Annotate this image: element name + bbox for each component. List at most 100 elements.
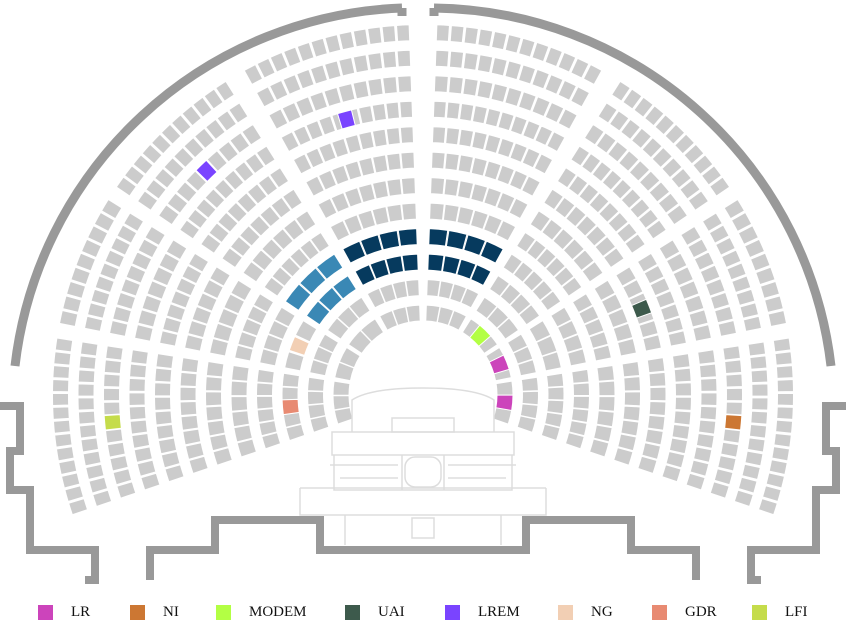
seat [183, 136, 205, 159]
seat [133, 446, 154, 463]
seat [765, 472, 786, 489]
seat [714, 236, 736, 256]
party-seats [103, 109, 743, 431]
seat [457, 154, 475, 174]
seat [285, 423, 306, 442]
seat [623, 376, 641, 392]
seat [136, 190, 159, 212]
seat [344, 134, 362, 154]
seat [145, 178, 167, 200]
seat [432, 100, 447, 119]
seat [655, 290, 676, 309]
seat [763, 295, 784, 313]
seat [233, 161, 255, 183]
seat [179, 371, 198, 388]
seat [100, 198, 123, 220]
seat [133, 324, 154, 342]
seat [186, 208, 209, 230]
seat [495, 191, 516, 214]
seat [659, 303, 681, 322]
seat [471, 105, 488, 125]
seat [679, 178, 701, 200]
seat [153, 167, 176, 189]
seat [230, 279, 253, 302]
seat [735, 288, 756, 306]
seat [651, 146, 673, 169]
seat [531, 96, 551, 118]
seat [644, 428, 664, 446]
seat [269, 51, 289, 73]
seat [495, 380, 514, 396]
seat-uai [630, 298, 653, 319]
seat [654, 114, 676, 136]
seat [352, 54, 370, 74]
seat [535, 335, 558, 357]
seat [273, 306, 296, 328]
seat [357, 183, 376, 204]
legend: LR NI MODEM UAI LREM NG GDR LFI [0, 598, 846, 626]
seat [317, 197, 338, 220]
seat [629, 198, 651, 219]
seat [164, 464, 185, 483]
seat [460, 287, 480, 309]
seat [116, 224, 138, 244]
seat [246, 183, 268, 205]
seat [658, 239, 681, 261]
seat [566, 348, 587, 367]
seat [292, 153, 313, 175]
seat [170, 114, 192, 136]
seat [343, 187, 363, 208]
seat [258, 420, 278, 437]
seat [192, 96, 213, 118]
seat [80, 238, 102, 259]
seat [709, 481, 730, 499]
seat [593, 279, 616, 302]
rem-seat [397, 228, 418, 247]
legend-swatch-uai [345, 604, 360, 620]
rem-seat [378, 229, 401, 251]
seat [678, 280, 700, 300]
seat [562, 238, 585, 261]
seat [484, 107, 502, 128]
seat [744, 238, 766, 259]
seat [772, 337, 792, 353]
seat [670, 167, 693, 189]
seat [344, 160, 363, 181]
seat [683, 294, 705, 314]
legend-item-ng: NG [558, 598, 613, 626]
seat [338, 30, 356, 51]
seat [242, 260, 265, 283]
seat [228, 102, 249, 124]
seat [648, 181, 671, 203]
seat [508, 169, 529, 191]
seat [697, 419, 717, 435]
seat [739, 302, 760, 319]
rem-seat [342, 240, 367, 264]
seat [371, 128, 388, 148]
legend-swatch-modem [216, 604, 231, 620]
seat [79, 341, 99, 357]
legend-item-gdr: GDR [652, 598, 717, 626]
seat [307, 403, 327, 420]
seat [749, 252, 771, 272]
legend-swatch-ng [558, 604, 573, 620]
rem-seat [441, 255, 461, 276]
seat [437, 280, 455, 300]
seat [209, 337, 230, 357]
seat [397, 75, 413, 93]
seat [602, 247, 625, 269]
legend-swatch-ni [130, 604, 145, 620]
seat [430, 177, 446, 196]
rem-seat [470, 264, 492, 287]
seat [499, 283, 522, 306]
seat [509, 115, 528, 136]
seat [217, 307, 239, 329]
seat [621, 360, 641, 378]
seat [456, 180, 475, 200]
seat [204, 118, 226, 141]
seat [282, 73, 302, 95]
seat [157, 437, 178, 455]
seat [531, 68, 551, 90]
seat [193, 127, 216, 150]
seat [490, 56, 508, 77]
